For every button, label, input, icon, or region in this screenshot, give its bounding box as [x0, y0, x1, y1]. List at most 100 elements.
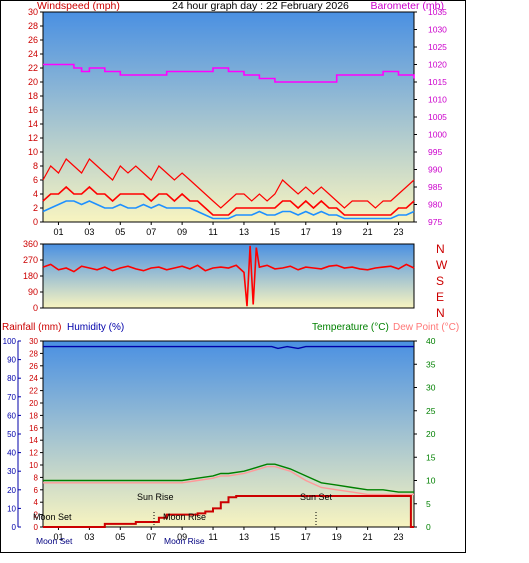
sun-rise-label: Sun Rise — [137, 492, 174, 502]
wind-x-tick-label: 05 — [115, 227, 125, 237]
temp-y-tick-label: 35 — [426, 359, 436, 369]
windspeed-axis-label: Windspeed (mph) — [37, 0, 120, 12]
humidity-y-tick-label: 0 — [12, 523, 17, 532]
humidity-y-tick-label: 60 — [7, 411, 16, 420]
temp-x-tick-label: 05 — [115, 532, 125, 542]
temp-series-line — [43, 463, 414, 493]
wind-y-tick-label: 0 — [33, 217, 38, 227]
baro-y-tick-label: 1000 — [428, 130, 447, 140]
wind-x-tick-label: 17 — [301, 227, 311, 237]
baro-y-tick-label: 1010 — [428, 95, 447, 105]
wind-y-tick-label: 20 — [28, 77, 38, 87]
rain-y-tick-label: 0 — [34, 523, 39, 532]
moon-rise-bottom-label: Moon Rise — [164, 536, 205, 546]
rain-y-tick-label: 30 — [29, 337, 38, 346]
temp-x-tick-label: 09 — [177, 532, 187, 542]
wind-y-tick-label: 2 — [33, 203, 38, 213]
moon-set-bottom-label: Moon Set — [36, 536, 73, 546]
temp-y-tick-label: 40 — [426, 336, 436, 346]
temp-y-tick-label: 30 — [426, 383, 436, 393]
baro-y-tick-label: 1030 — [428, 25, 447, 35]
temp-y-tick-label: 5 — [426, 499, 431, 509]
moon-set-label: Moon Set — [33, 512, 72, 522]
humidity-y-tick-label: 10 — [7, 504, 16, 513]
wind-y-tick-label: 18 — [28, 91, 38, 101]
dew-series-line — [43, 465, 414, 496]
rain-y-tick-label: 20 — [29, 399, 38, 408]
humidity-y-tick-label: 70 — [7, 393, 16, 402]
temp-x-tick-label: 19 — [332, 532, 342, 542]
rain-y-tick-label: 22 — [29, 387, 38, 396]
dir-y-tick-label: 270 — [23, 255, 38, 265]
temperature-axis-label: Temperature (°C) — [312, 322, 389, 333]
temp-x-tick-label: 07 — [146, 532, 156, 542]
temp-x-tick-label: 13 — [239, 532, 249, 542]
dewpoint-axis-label: Dew Point (°C) — [393, 322, 459, 333]
humidity-y-tick-label: 90 — [7, 356, 16, 365]
baro-y-tick-label: 1025 — [428, 42, 447, 52]
rain-y-tick-label: 18 — [29, 411, 38, 420]
temp-x-tick-label: 23 — [394, 532, 404, 542]
temp-y-tick-label: 25 — [426, 406, 436, 416]
wind-x-tick-label: 09 — [177, 227, 187, 237]
wind-x-tick-label: 15 — [270, 227, 280, 237]
temp-x-tick-label: 03 — [84, 532, 94, 542]
temp-y-tick-label: 20 — [426, 429, 436, 439]
direction-panel-background — [42, 243, 415, 309]
compass-label: S — [436, 274, 444, 288]
wind-series-line — [42, 185, 415, 216]
temp-x-tick-label: 17 — [301, 532, 311, 542]
wind-baro-chart: 0246810121416182022242628309759809859909… — [28, 7, 447, 237]
baro-series-line — [43, 63, 415, 83]
rain-y-tick-label: 28 — [29, 349, 38, 358]
wind-y-tick-label: 30 — [28, 7, 38, 17]
rainfall-axis-label: Rainfall (mm) — [2, 322, 61, 333]
avgwind-series-line — [42, 200, 415, 220]
rain-y-tick-label: 12 — [29, 449, 38, 458]
rain-y-tick-label: 24 — [29, 374, 38, 383]
wind-x-tick-label: 13 — [239, 227, 249, 237]
baro-y-tick-label: 975 — [428, 217, 442, 227]
rain-y-tick-label: 8 — [34, 473, 39, 482]
dir-y-tick-label: 0 — [33, 303, 38, 313]
barometer-axis-label: Barometer (mb) — [370, 0, 444, 12]
wind-x-tick-label: 21 — [363, 227, 373, 237]
wind-y-tick-label: 16 — [28, 105, 38, 115]
graph-title: 24 hour graph day : 22 February 2026 — [172, 0, 349, 12]
wind-panel-background — [42, 11, 415, 223]
compass-label: W — [436, 258, 448, 272]
wind-x-tick-label: 11 — [208, 227, 217, 237]
rain-y-tick-label: 16 — [29, 424, 38, 433]
rain-y-tick-label: 2 — [34, 511, 39, 520]
temp-x-tick-label: 11 — [208, 532, 217, 542]
temp-x-tick-label: 15 — [270, 532, 280, 542]
rain-y-tick-label: 14 — [29, 436, 38, 445]
temp-x-tick-label: 21 — [363, 532, 373, 542]
humidity-y-tick-label: 30 — [7, 467, 16, 476]
baro-y-tick-label: 1035 — [428, 7, 447, 17]
wind-y-tick-label: 6 — [33, 175, 38, 185]
wind-x-tick-label: 01 — [53, 227, 63, 237]
compass-label: E — [436, 290, 444, 304]
gust-series-line — [42, 158, 415, 209]
baro-y-tick-label: 1015 — [428, 77, 447, 87]
compass-label: N — [436, 306, 445, 320]
wind-y-tick-label: 26 — [28, 35, 38, 45]
wind-y-tick-label: 24 — [28, 49, 38, 59]
rain-y-tick-label: 4 — [34, 498, 39, 507]
wind-x-tick-label: 19 — [332, 227, 342, 237]
wind-y-tick-label: 4 — [33, 189, 38, 199]
moon-rise-label: Moon Rise — [163, 512, 206, 522]
baro-y-tick-label: 980 — [428, 200, 442, 210]
wind-x-tick-label: 03 — [84, 227, 94, 237]
baro-y-tick-label: 990 — [428, 165, 442, 175]
wind-x-tick-label: 23 — [394, 227, 404, 237]
temp-y-tick-label: 10 — [426, 476, 436, 486]
graph-frame — [0, 0, 466, 553]
rain-y-tick-label: 26 — [29, 362, 38, 371]
wind-y-tick-label: 8 — [33, 161, 38, 171]
baro-y-tick-label: 985 — [428, 182, 442, 192]
